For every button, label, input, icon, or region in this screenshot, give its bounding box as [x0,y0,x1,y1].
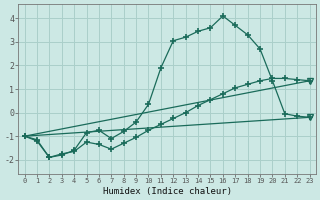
X-axis label: Humidex (Indice chaleur): Humidex (Indice chaleur) [103,187,232,196]
